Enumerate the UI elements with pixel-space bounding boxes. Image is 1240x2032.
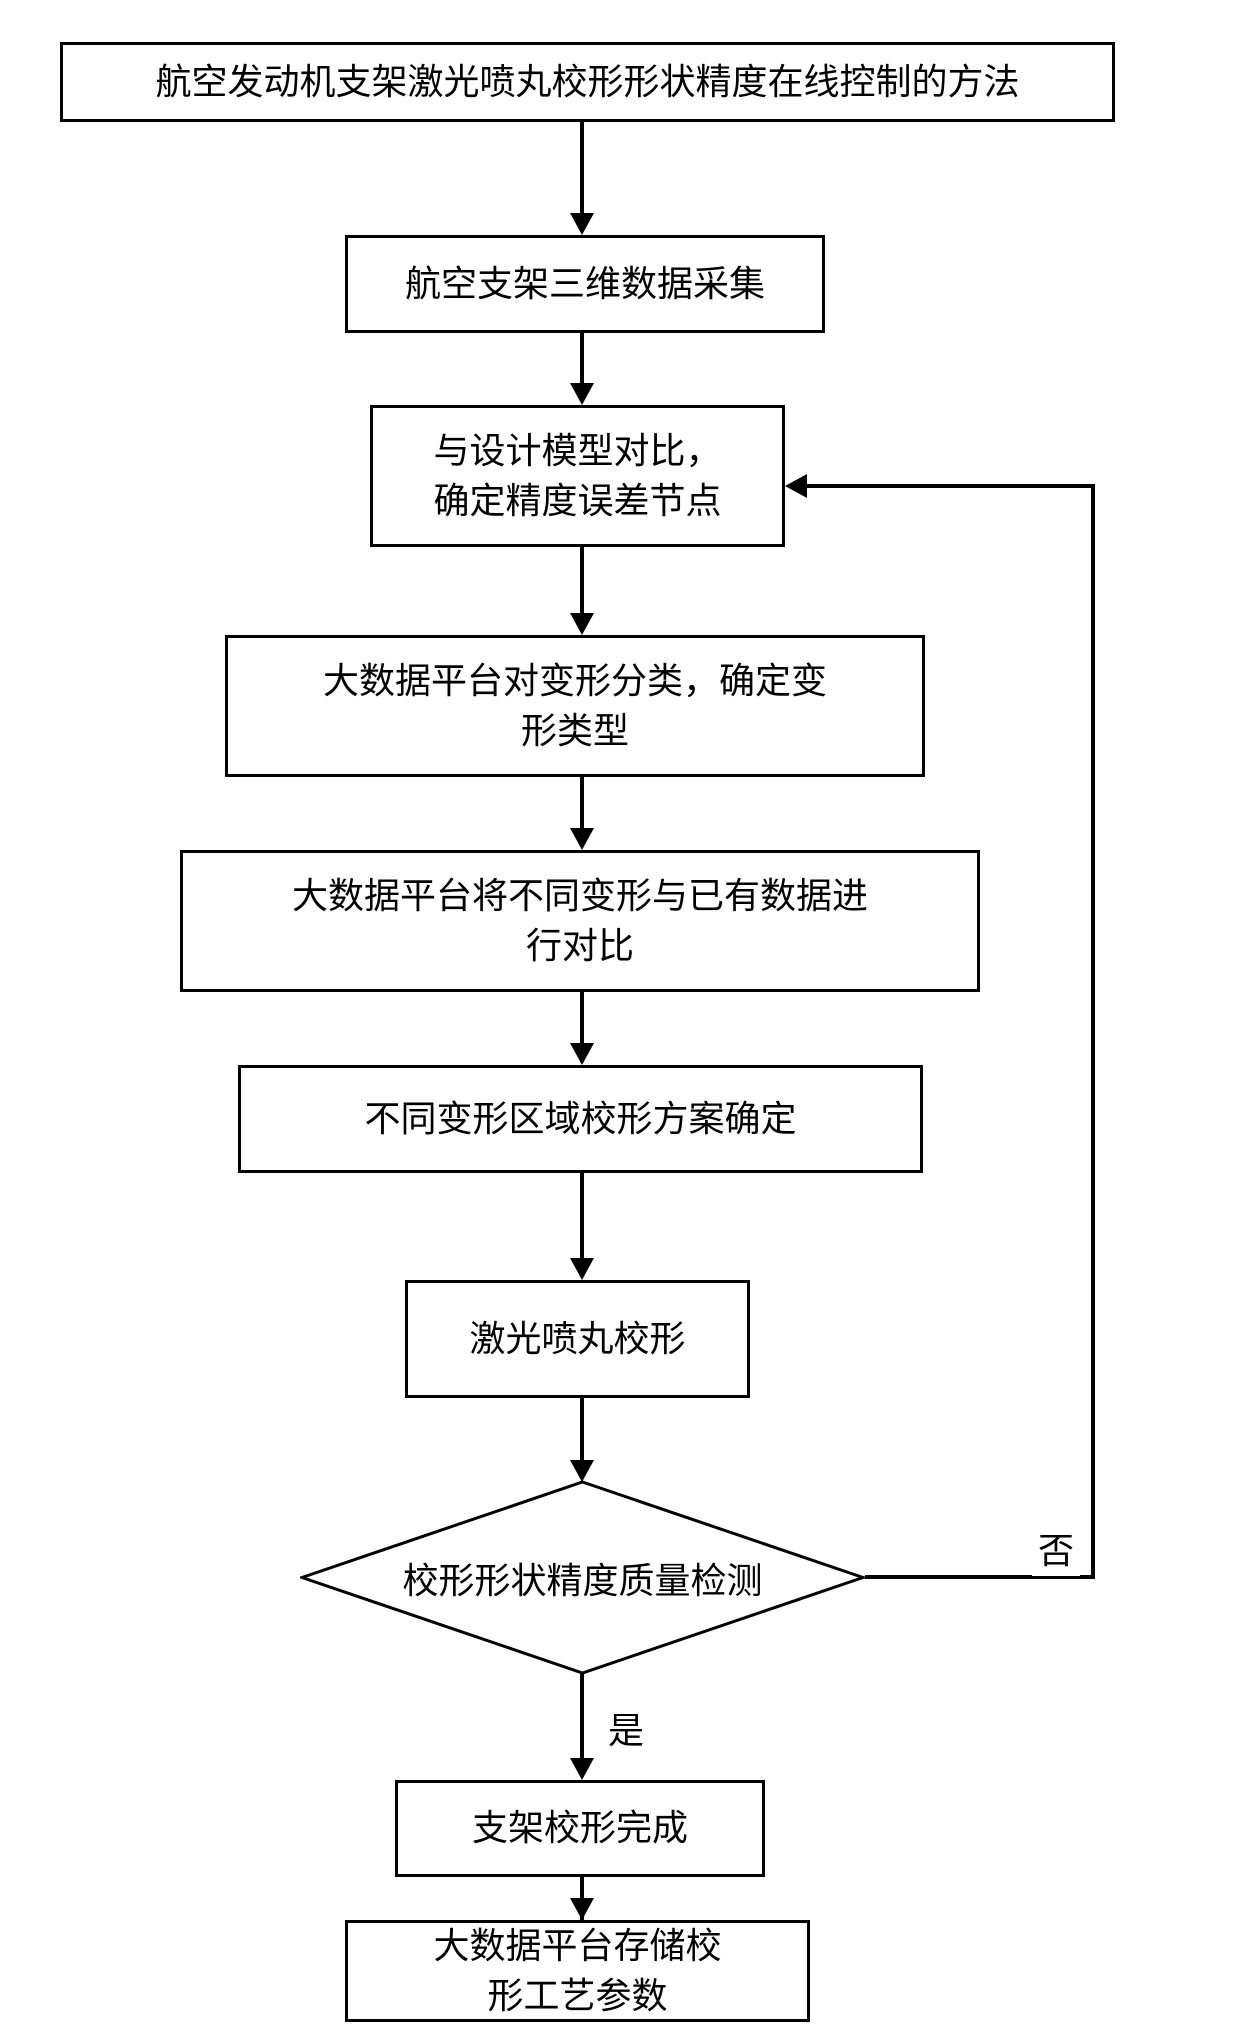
node-complete: 支架校形完成 <box>395 1780 765 1877</box>
edge-line <box>580 1672 584 1758</box>
node-label: 大数据平台对变形分类，确定变 形类型 <box>323 656 827 757</box>
arrowhead-icon <box>570 613 594 635</box>
arrowhead-icon <box>570 1258 594 1280</box>
arrowhead-icon <box>570 383 594 405</box>
edge-line <box>580 992 584 1043</box>
edge-label-yes: 是 <box>602 1700 650 1756</box>
node-label: 校形形状精度质量检测 <box>402 1552 762 1604</box>
arrowhead-icon <box>570 1043 594 1065</box>
node-label: 大数据平台将不同变形与已有数据进 行对比 <box>292 871 868 972</box>
node-label: 支架校形完成 <box>472 1803 688 1853</box>
node-label: 不同变形区域校形方案确定 <box>364 1094 796 1144</box>
node-classify-deformation: 大数据平台对变形分类，确定变 形类型 <box>225 635 925 777</box>
node-compare-existing-data: 大数据平台将不同变形与已有数据进 行对比 <box>180 850 980 992</box>
node-label: 激光喷丸校形 <box>469 1314 685 1364</box>
node-label: 航空支架三维数据采集 <box>405 259 765 309</box>
arrowhead-icon <box>570 1758 594 1780</box>
arrowhead-icon <box>570 1898 594 1920</box>
arrowhead-icon <box>785 474 807 498</box>
node-quality-check: 校形形状精度质量检测 <box>300 1480 865 1675</box>
flow-title: 航空发动机支架激光喷丸校形形状精度在线控制的方法 <box>60 42 1115 122</box>
node-determine-scheme: 不同变形区域校形方案确定 <box>238 1065 923 1173</box>
edge-line <box>580 122 584 213</box>
node-data-acquisition: 航空支架三维数据采集 <box>345 235 825 333</box>
node-laser-peening: 激光喷丸校形 <box>405 1280 750 1398</box>
node-compare-model: 与设计模型对比， 确定精度误差节点 <box>370 405 785 547</box>
edge-label-no: 否 <box>1032 1520 1080 1576</box>
arrowhead-icon <box>570 1460 594 1482</box>
edge-line <box>580 1398 584 1462</box>
node-label: 大数据平台存储校 形工艺参数 <box>433 1921 721 2022</box>
node-label: 与设计模型对比， 确定精度误差节点 <box>433 426 721 527</box>
edge-line <box>1091 484 1095 1579</box>
edge-line <box>580 547 584 613</box>
edge-line <box>580 333 584 383</box>
node-store-params: 大数据平台存储校 形工艺参数 <box>345 1920 810 2022</box>
edge-line <box>580 777 584 828</box>
flow-title-text: 航空发动机支架激光喷丸校形形状精度在线控制的方法 <box>155 57 1019 107</box>
arrowhead-icon <box>570 828 594 850</box>
arrowhead-icon <box>570 213 594 235</box>
edge-line <box>580 1173 584 1258</box>
edge-line <box>807 484 1095 488</box>
